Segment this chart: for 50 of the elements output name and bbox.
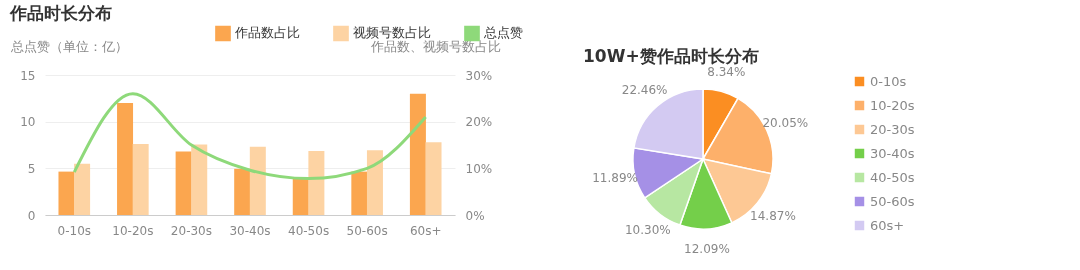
bar bbox=[351, 171, 368, 215]
legend-label: 0-10s bbox=[870, 73, 907, 89]
y-axis-title: 总点赞（单位：亿） bbox=[9, 38, 128, 54]
data-label: 20.05% bbox=[762, 115, 809, 130]
legend-label: 10-20s bbox=[870, 97, 915, 113]
data-label: 11.89% bbox=[592, 171, 638, 186]
bar bbox=[191, 144, 208, 215]
y2-tick-label: 20% bbox=[465, 115, 493, 130]
bar bbox=[132, 144, 149, 215]
data-label: 22.46% bbox=[621, 83, 668, 98]
bar bbox=[409, 93, 426, 215]
bar bbox=[249, 146, 266, 215]
chart-title: 作品时长分布 bbox=[9, 3, 112, 23]
y-tick-label: 0 bbox=[27, 208, 36, 223]
x-tick-label: 60s+ bbox=[409, 223, 442, 238]
y2-tick-label: 30% bbox=[465, 68, 493, 83]
bar bbox=[74, 163, 91, 215]
data-label: 10.30% bbox=[624, 223, 671, 238]
x-tick-label: 50-60s bbox=[346, 223, 388, 238]
x-tick-label: 30-40s bbox=[229, 223, 271, 238]
bar bbox=[234, 168, 251, 215]
y-tick-label: 15 bbox=[20, 68, 36, 83]
data-label: 14.87% bbox=[750, 208, 796, 223]
y2-tick-label: 10% bbox=[465, 161, 493, 176]
bar bbox=[308, 151, 325, 215]
bar bbox=[425, 142, 442, 215]
legend-label: 20-30s bbox=[870, 121, 915, 137]
x-tick-label: 0-10s bbox=[57, 223, 92, 238]
y-tick-label: 5 bbox=[27, 161, 36, 176]
y-tick-label: 10 bbox=[20, 115, 36, 130]
bar bbox=[175, 151, 192, 215]
chart-title: 10W+赞作品时长分布 bbox=[583, 46, 759, 67]
x-tick-label: 20-30s bbox=[170, 223, 212, 238]
legend-label: 30-40s bbox=[870, 145, 915, 161]
data-label: 8.34% bbox=[707, 65, 746, 80]
bar bbox=[58, 171, 75, 215]
legend-label: 总点赞 bbox=[483, 25, 523, 41]
bar bbox=[292, 178, 309, 215]
legend-label: 视频号数占比 bbox=[353, 25, 431, 41]
legend-label: 40-50s bbox=[870, 169, 915, 185]
line-series bbox=[72, 92, 428, 181]
y2-tick-label: 0% bbox=[465, 208, 485, 223]
data-label: 12.09% bbox=[684, 241, 730, 256]
x-tick-label: 40-50s bbox=[288, 223, 330, 238]
bar bbox=[366, 150, 383, 215]
y2-axis-title: 作品数、视频号数占比 bbox=[369, 38, 501, 54]
legend-label: 50-60s bbox=[870, 193, 915, 209]
bar bbox=[117, 103, 134, 215]
x-tick-label: 10-20s bbox=[112, 223, 154, 238]
legend-label: 作品数占比 bbox=[234, 25, 300, 41]
